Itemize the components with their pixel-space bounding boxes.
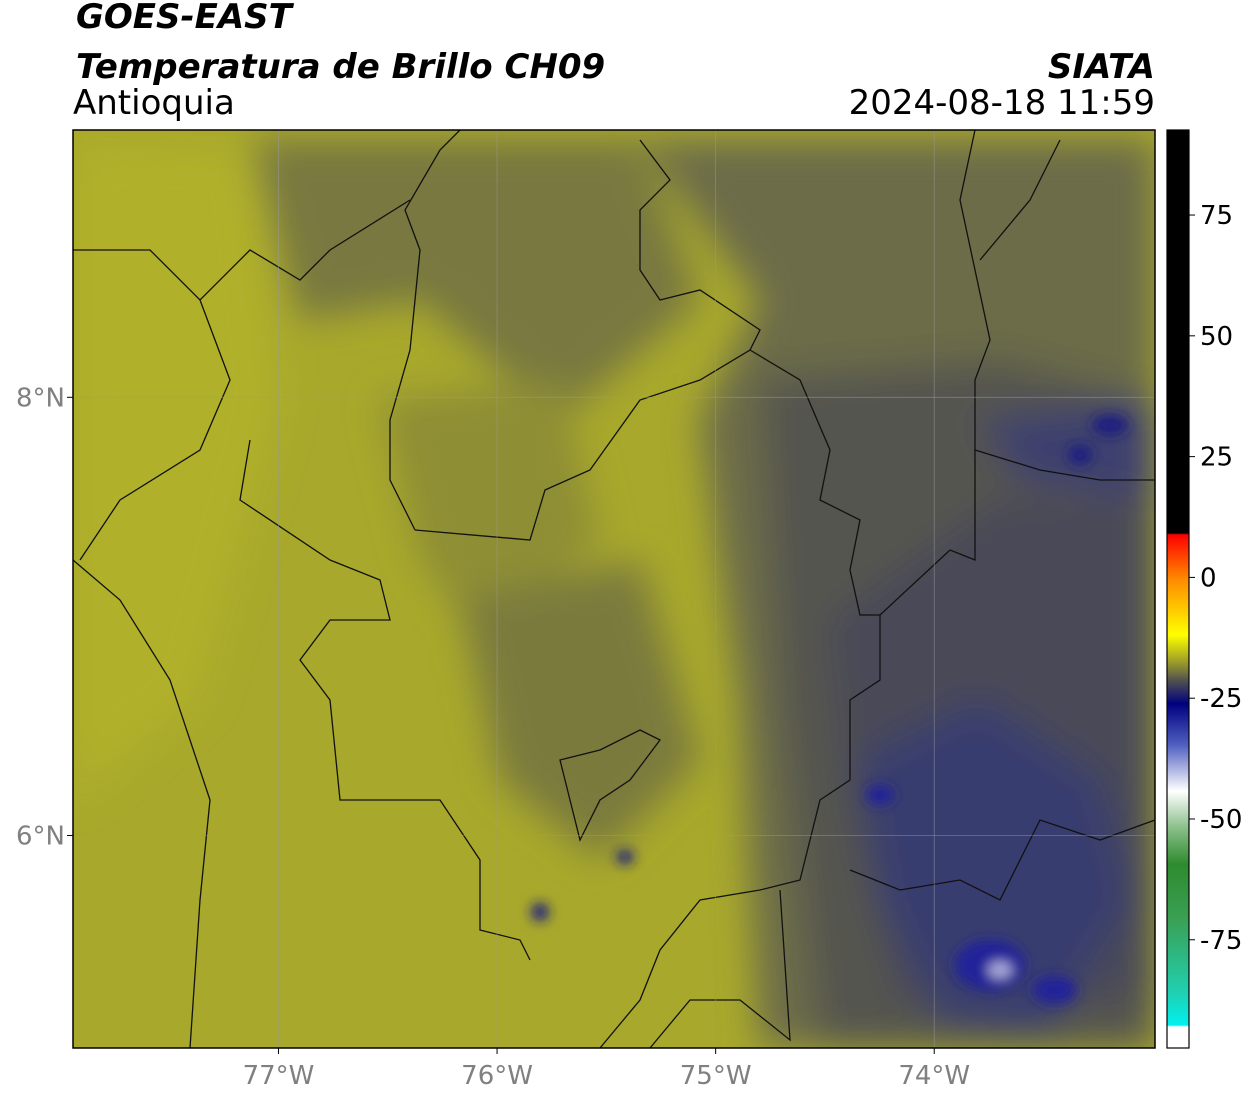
map-imagery xyxy=(73,130,1155,1048)
colorbar-tick-label: 50 xyxy=(1200,322,1233,352)
title: GOES-EAST xyxy=(76,0,295,37)
x-tick-label: 76°W xyxy=(461,1061,533,1091)
colorbar-tick-label: 75 xyxy=(1200,201,1233,231)
colorbar xyxy=(1166,129,1190,1049)
colorbar-tick-label: 0 xyxy=(1200,563,1217,593)
colorbar-tick-label: 25 xyxy=(1200,443,1233,473)
source: SIATA xyxy=(1048,47,1155,87)
colorbar-tick-label: -25 xyxy=(1200,684,1242,714)
timestamp: 2024-08-18 11:59 xyxy=(849,83,1155,123)
colorbar-tick-label: -50 xyxy=(1200,805,1242,835)
y-tick-label: 8°N xyxy=(16,383,65,413)
x-tick-label: 75°W xyxy=(680,1061,752,1091)
map-frame xyxy=(72,129,1156,1049)
region: Antioquia xyxy=(73,83,235,123)
x-tick-label: 74°W xyxy=(898,1061,970,1091)
borders xyxy=(73,130,1155,1048)
subtitle: Temperatura de Brillo CH09 xyxy=(76,47,605,87)
y-tick-label: 6°N xyxy=(16,821,65,851)
x-tick-label: 77°W xyxy=(243,1061,315,1091)
colorbar-tick-label: -75 xyxy=(1200,926,1242,956)
